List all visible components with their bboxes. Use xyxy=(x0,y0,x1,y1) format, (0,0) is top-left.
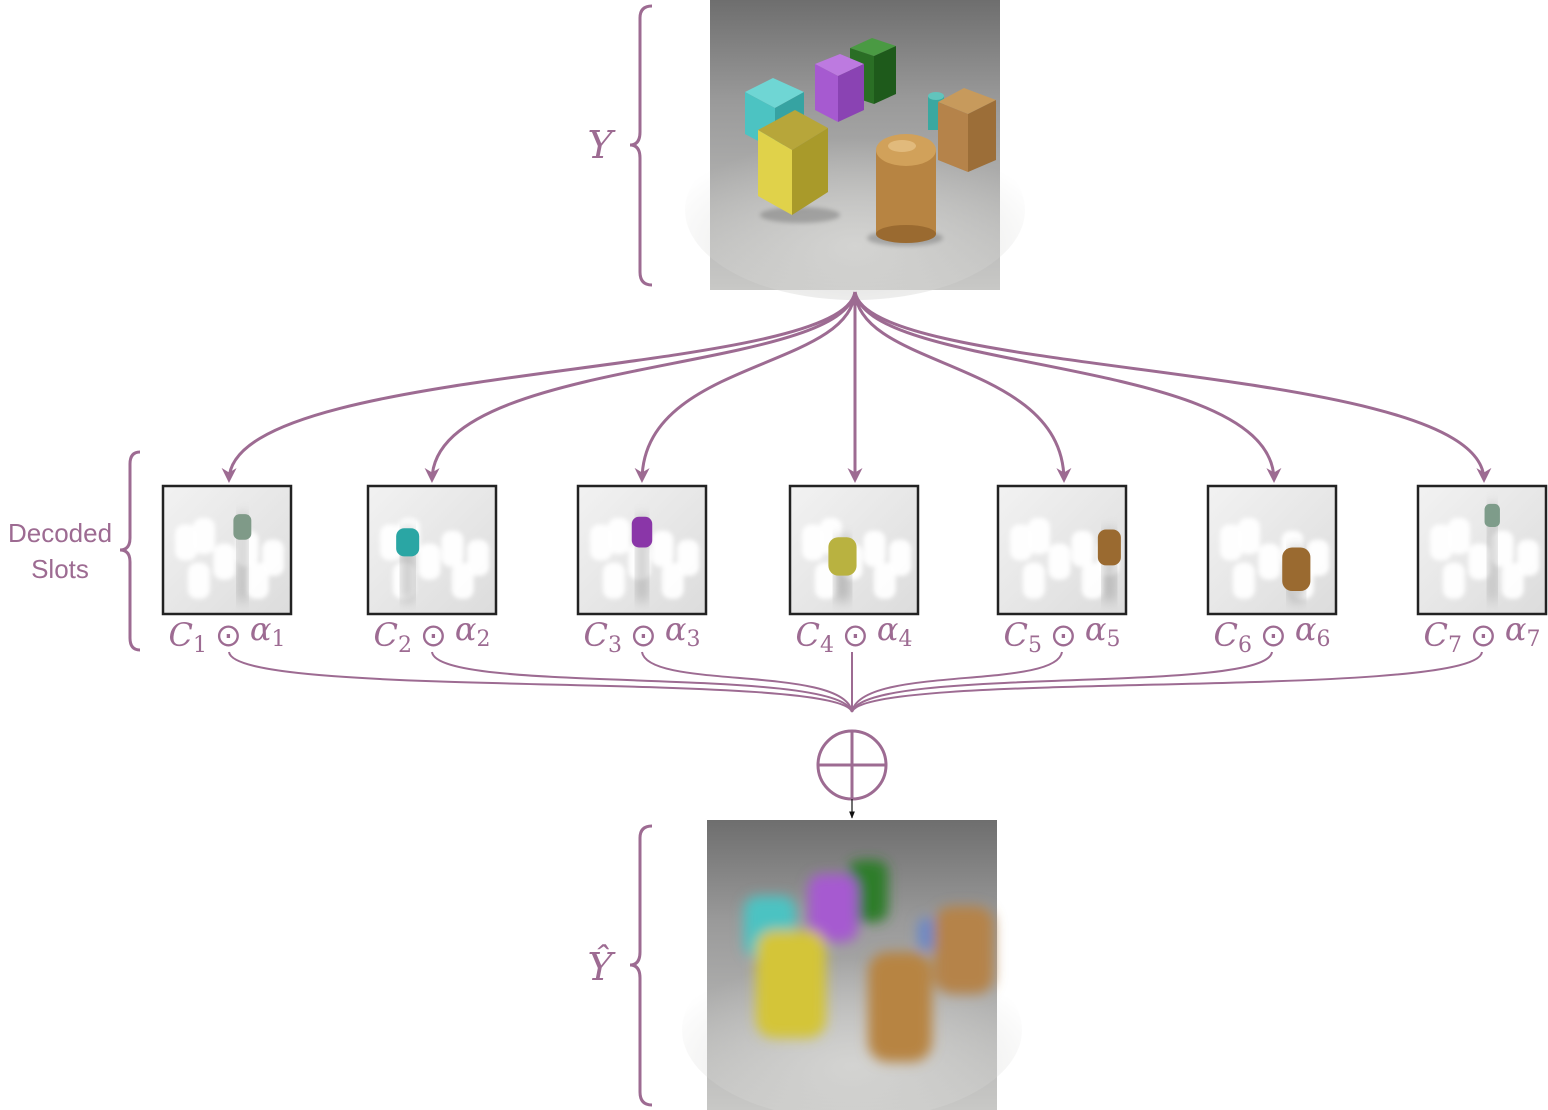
slot-tile-3 xyxy=(576,484,708,616)
decoded-slot-images: C1 ⊙ α1 C2 ⊙ α2 C3 ⊙ α3 C4 ⊙ α4 C5 ⊙ α5 C6 ⊙ α6 C7 ⊙ α7 xyxy=(161,484,1548,658)
slot-label-j: 4 xyxy=(898,627,912,652)
slot-label-C: C xyxy=(1424,616,1448,654)
slot-label-2: C2 ⊙ α2 xyxy=(374,610,491,658)
slot-ghost-objects xyxy=(590,518,700,599)
slot-label-C: C xyxy=(169,616,193,654)
slot-shadow-streak xyxy=(401,528,414,602)
slot-frame xyxy=(996,484,1128,616)
slot-label-op: ⊙ xyxy=(1260,616,1287,654)
slot-tile-6 xyxy=(1206,484,1338,616)
slot-label-i: 7 xyxy=(1448,633,1462,658)
slot-label-C: C xyxy=(796,616,820,654)
slot-label-j: 6 xyxy=(1316,627,1330,652)
slot-frame xyxy=(161,484,293,616)
slot-shadow-streak xyxy=(1488,503,1497,602)
slot-ghost-objects xyxy=(380,518,490,599)
slot-ghost-objects xyxy=(1430,518,1540,599)
slot-label-op: ⊙ xyxy=(630,616,657,654)
slot-label-C: C xyxy=(1214,616,1238,654)
slot-label-j: 2 xyxy=(476,627,490,652)
slot-label-op: ⊙ xyxy=(1050,616,1077,654)
slot-label-a: α xyxy=(1505,610,1527,648)
slot-label-op: ⊙ xyxy=(1470,616,1497,654)
slot-label-5: C5 ⊙ α5 xyxy=(1004,610,1121,658)
slot-shadow-streak xyxy=(237,514,247,602)
slot-tile-7 xyxy=(1416,484,1548,616)
slot-label-7: C7 ⊙ α7 xyxy=(1424,610,1541,658)
slot-label-op: ⊙ xyxy=(215,616,242,654)
slot-label-op: ⊙ xyxy=(420,616,447,654)
slot-object xyxy=(828,537,857,576)
slot-label-4: C4 ⊙ α4 xyxy=(796,610,913,658)
slot-label-i: 2 xyxy=(398,633,412,658)
slot-object xyxy=(1484,503,1500,527)
slot-tile-1 xyxy=(161,484,293,616)
slot-label-C: C xyxy=(584,616,608,654)
slot-label-i: 1 xyxy=(193,633,207,658)
output-label: Ŷ xyxy=(587,945,616,989)
slot-label-6: C6 ⊙ α6 xyxy=(1214,610,1331,658)
slot-object xyxy=(233,514,252,540)
slot-label-C: C xyxy=(1004,616,1028,654)
input-label: Y xyxy=(587,123,616,167)
slot-label-j: 1 xyxy=(271,627,285,652)
slot-frame xyxy=(1206,484,1338,616)
purple-cube xyxy=(815,54,864,122)
slot-label-i: 5 xyxy=(1028,633,1042,658)
slot-object xyxy=(396,528,420,557)
slot-tile-2 xyxy=(366,484,498,616)
input-image xyxy=(685,0,1025,300)
brown-cube xyxy=(938,88,996,172)
slot-frame xyxy=(1416,484,1548,616)
slot-label-j: 3 xyxy=(686,627,700,652)
fan-out-arrows xyxy=(221,291,1492,483)
slot-label-i: 3 xyxy=(608,633,622,658)
slot-object xyxy=(1282,547,1311,591)
slot-label-j: 5 xyxy=(1106,627,1120,652)
slot-shadow-streak xyxy=(636,516,648,602)
slot-label-a: α xyxy=(1085,610,1107,648)
slot-frame xyxy=(576,484,708,616)
slots-label-line2: Slots xyxy=(31,554,89,584)
sum-operator xyxy=(816,729,888,801)
brown-cylinder xyxy=(876,134,936,243)
slot-label-j: 7 xyxy=(1526,627,1540,652)
slot-frame xyxy=(788,484,920,616)
slot-label-a: α xyxy=(250,610,272,648)
slots-brace xyxy=(119,450,141,652)
slot-label-a: α xyxy=(877,610,899,648)
yellow-cube xyxy=(758,110,828,215)
slot-label-1: C1 ⊙ α1 xyxy=(169,610,286,658)
slot-label-a: α xyxy=(1295,610,1317,648)
slot-tile-4 xyxy=(788,484,920,616)
output-brace xyxy=(629,824,653,1107)
slot-label-a: α xyxy=(665,610,687,648)
slot-label-a: α xyxy=(455,610,477,648)
slot-label-i: 6 xyxy=(1238,633,1252,658)
slot-label-C: C xyxy=(374,616,398,654)
slot-label-i: 4 xyxy=(820,633,834,658)
fan-in-lines xyxy=(228,651,1483,713)
slots-label-line1: Decoded xyxy=(8,518,112,548)
slot-frame xyxy=(366,484,498,616)
slot-label-op: ⊙ xyxy=(842,616,869,654)
slot-label-3: C3 ⊙ α3 xyxy=(584,610,701,658)
input-brace xyxy=(629,4,653,287)
slot-object xyxy=(1097,529,1121,566)
output-image xyxy=(682,820,1022,1110)
slot-object xyxy=(631,516,653,548)
slot-tile-5 xyxy=(996,484,1128,616)
